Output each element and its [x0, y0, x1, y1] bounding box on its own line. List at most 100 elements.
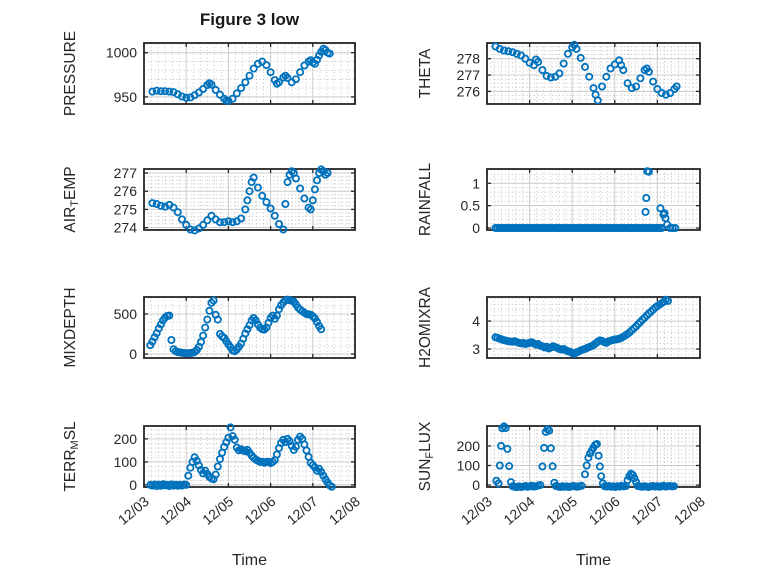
data-point	[593, 96, 602, 105]
data-point	[203, 315, 212, 324]
subplot-rainfall: 0 0.5 1 RAINFALL	[417, 163, 701, 237]
y-tick-label: 278	[457, 51, 481, 67]
data-point	[241, 78, 250, 87]
data-point	[538, 462, 547, 471]
y-tick-label: 275	[114, 201, 138, 217]
data-point	[661, 90, 670, 99]
axes-box	[143, 425, 356, 488]
data-point	[606, 64, 615, 73]
y-tick-label: 3	[472, 341, 480, 357]
data-point	[312, 176, 321, 185]
data-point	[545, 426, 554, 435]
data-point	[228, 218, 237, 227]
data-point	[653, 85, 662, 94]
x-tick-label: 12/05	[199, 493, 236, 528]
axes-box	[486, 42, 701, 105]
data-point	[555, 69, 564, 78]
data-point	[623, 476, 632, 485]
y-axis-label: MIXDEPTH	[62, 287, 79, 367]
x-tick-label: 12/04	[500, 493, 537, 528]
y-tick-label: 0	[472, 477, 480, 493]
data-point	[182, 220, 191, 229]
data-point	[582, 461, 591, 470]
data-point	[184, 471, 193, 480]
y-axis-label: RAINFALL	[417, 163, 434, 237]
data-point	[266, 204, 275, 213]
axes-box	[143, 42, 356, 105]
data-point	[632, 82, 641, 91]
data-point	[505, 462, 514, 471]
data-point	[224, 217, 233, 226]
axes-box	[486, 296, 701, 359]
scatter-points	[146, 423, 336, 491]
x-tick-label: 12/07	[284, 493, 321, 528]
data-point	[201, 323, 210, 332]
figure-title: Figure 3 low	[199, 10, 300, 29]
data-point	[213, 462, 222, 471]
y-tick-label: 950	[114, 89, 138, 105]
data-point	[173, 208, 182, 217]
data-point	[209, 296, 218, 305]
data-point	[232, 89, 241, 98]
data-point	[182, 480, 191, 489]
data-point	[325, 49, 334, 58]
data-point	[279, 225, 288, 234]
minor-grid	[487, 169, 700, 230]
data-point	[220, 218, 229, 227]
x-tick-label: 12/07	[628, 493, 665, 528]
data-point	[245, 187, 254, 196]
scatter-points	[146, 295, 326, 358]
data-point	[576, 53, 585, 62]
axes-box	[143, 296, 356, 359]
data-point	[300, 61, 309, 70]
tick-marks	[486, 297, 701, 358]
data-point	[243, 196, 252, 205]
y-tick-label: 277	[457, 67, 481, 83]
data-point	[508, 48, 517, 57]
tick-marks	[486, 426, 701, 487]
data-point	[581, 62, 590, 71]
data-point	[538, 66, 547, 75]
data-point	[156, 201, 165, 210]
tick-marks	[143, 297, 356, 358]
data-point	[636, 74, 645, 83]
y-axis-label: SUNFLUX	[417, 421, 436, 491]
data-point	[536, 480, 545, 489]
data-point	[627, 84, 636, 93]
y-tick-label: 1000	[106, 45, 137, 61]
data-point	[594, 451, 603, 460]
data-point	[503, 444, 512, 453]
axes-box	[486, 425, 701, 488]
data-point	[207, 80, 216, 89]
data-point	[592, 439, 601, 448]
data-point	[283, 73, 292, 82]
data-point	[291, 442, 300, 451]
data-point	[572, 44, 581, 53]
data-point	[300, 194, 309, 203]
data-point	[228, 94, 237, 103]
data-point	[585, 72, 594, 81]
tick-marks	[143, 43, 356, 104]
y-tick-label: 0.5	[461, 198, 481, 214]
data-point	[226, 423, 235, 432]
data-point	[186, 225, 195, 234]
data-point	[211, 85, 220, 94]
y-tick-label: 0	[472, 220, 480, 236]
data-point	[584, 453, 593, 462]
data-point	[199, 220, 208, 229]
data-point	[310, 185, 319, 194]
data-point	[274, 219, 283, 228]
axes-box	[143, 168, 356, 231]
data-point	[323, 168, 332, 177]
data-point	[308, 196, 317, 205]
data-point	[230, 435, 239, 444]
data-point	[660, 209, 669, 218]
data-point	[266, 68, 275, 77]
data-point	[672, 82, 681, 91]
data-point	[291, 174, 300, 183]
minor-grid	[487, 425, 700, 487]
major-grid	[487, 426, 700, 487]
x-tick-label: 12/03	[115, 493, 152, 528]
